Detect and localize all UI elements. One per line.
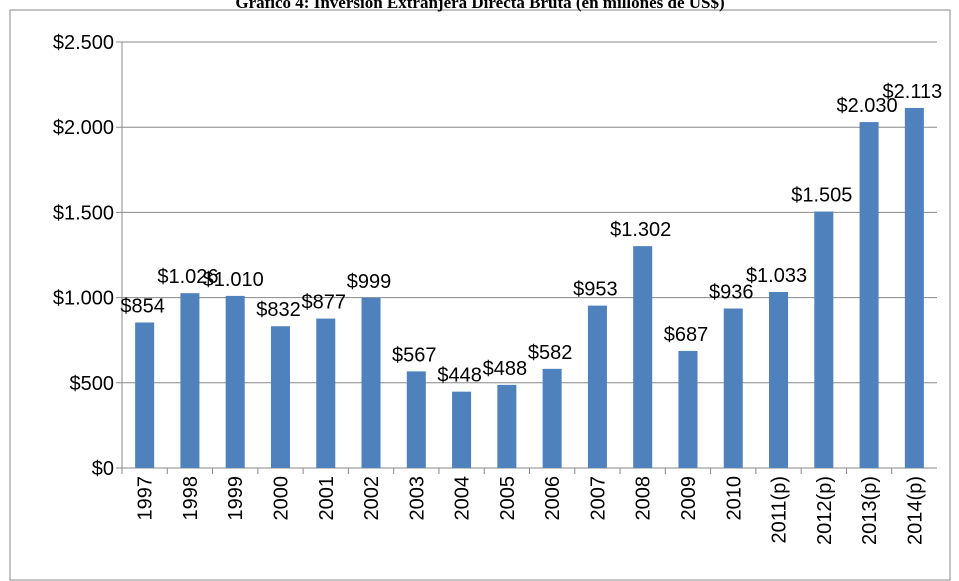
bar — [406, 371, 426, 468]
y-tick-label: $2.000 — [53, 117, 114, 139]
bar — [542, 368, 562, 468]
x-tick-label: 2001 — [316, 476, 338, 521]
x-tick-label: 2007 — [587, 476, 609, 521]
value-label: $953 — [573, 279, 618, 301]
x-tick-label: 2009 — [678, 476, 700, 521]
bar — [361, 297, 381, 468]
value-label: $1.302 — [610, 219, 671, 241]
value-label: $1.505 — [791, 185, 852, 207]
bar — [225, 295, 245, 468]
bar — [180, 293, 200, 468]
value-label: $1.026 — [157, 266, 218, 288]
bar — [497, 384, 517, 468]
value-label: $687 — [664, 324, 709, 346]
chart-border — [9, 9, 951, 581]
x-tick-label: 2004 — [452, 476, 474, 521]
value-label: $877 — [302, 292, 347, 314]
bar — [814, 211, 834, 468]
value-label: $582 — [528, 342, 573, 364]
bar — [587, 305, 607, 468]
y-tick-label: $0 — [92, 458, 114, 480]
value-label: $854 — [120, 295, 165, 317]
y-tick-label: $1.000 — [53, 288, 114, 310]
x-tick-label: 2005 — [497, 476, 519, 521]
x-tick-label: 2000 — [270, 476, 292, 521]
bar — [769, 291, 789, 468]
x-tick-label: 2013(p) — [859, 476, 881, 545]
x-tick-label: 2010 — [723, 476, 745, 521]
bar — [904, 107, 924, 469]
x-tick-label: 1998 — [180, 476, 202, 521]
value-label: $2.113 — [883, 81, 943, 103]
value-label: $567 — [392, 344, 437, 366]
x-tick-label: 2002 — [361, 476, 383, 521]
value-label: $1.033 — [746, 265, 807, 287]
x-tick-label: 2014(p) — [904, 476, 926, 545]
bar — [633, 246, 653, 468]
bar — [678, 350, 698, 468]
x-tick-label: 2012(p) — [814, 476, 836, 545]
x-tick-label: 2006 — [542, 476, 564, 521]
value-label: $488 — [483, 358, 528, 380]
bar — [270, 326, 290, 468]
value-label: $999 — [347, 271, 392, 293]
x-tick-label: 2003 — [406, 476, 428, 521]
y-tick-label: $1.500 — [53, 202, 114, 224]
y-tick-label: $2.500 — [53, 32, 114, 54]
value-label: $936 — [709, 282, 754, 304]
bar — [316, 318, 336, 468]
bar — [135, 322, 155, 468]
x-tick-label: 1997 — [135, 476, 157, 521]
value-label: $448 — [437, 365, 482, 387]
value-label: $2.030 — [836, 95, 897, 117]
x-tick-label: 2011(p) — [769, 476, 791, 543]
chart-title: Gráfico 4: Inversión Extranjera Directa … — [235, 0, 724, 12]
bar — [723, 308, 743, 468]
value-label: $832 — [256, 299, 301, 321]
x-tick-label: 1999 — [225, 476, 247, 521]
bar — [859, 122, 879, 468]
y-tick-label: $500 — [70, 373, 115, 395]
x-tick-label: 2008 — [633, 476, 655, 521]
value-label: $1.010 — [203, 269, 264, 291]
bar — [452, 391, 472, 468]
